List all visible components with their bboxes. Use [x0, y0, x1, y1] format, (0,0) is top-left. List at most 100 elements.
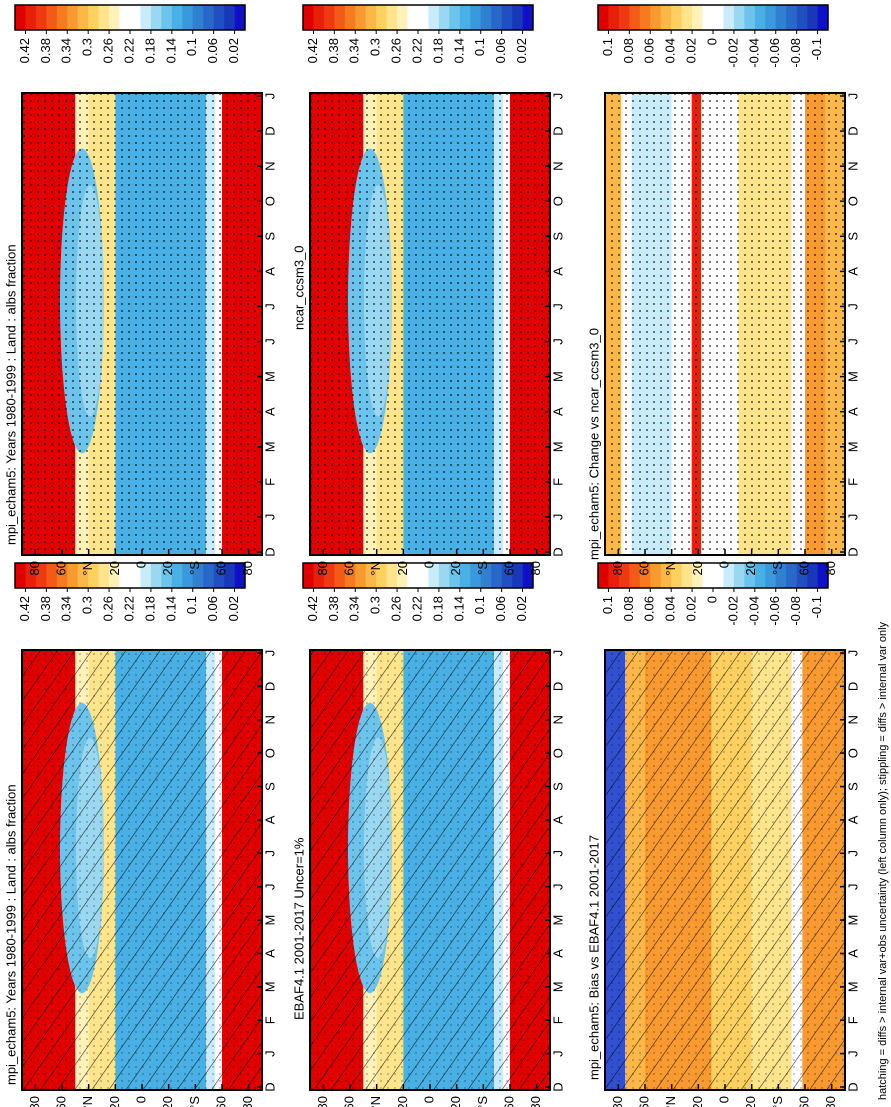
colorbar-swatch: [786, 563, 797, 588]
y-tick-label: 80: [823, 1096, 838, 1107]
colorbar-swatch: [459, 5, 471, 30]
x-tick-label: M: [262, 441, 277, 452]
x-tick-label: N: [550, 715, 565, 724]
y-tick-label: °S: [475, 1096, 490, 1107]
colorbar-swatch: [702, 563, 714, 588]
x-tick-label: D: [845, 1082, 860, 1091]
y-tick-label: 80: [240, 561, 255, 575]
colorbar-swatch: [365, 5, 377, 30]
x-tick-label: O: [262, 196, 277, 206]
x-tick-label: D: [262, 682, 277, 691]
y-tick-label: 60: [341, 1096, 356, 1107]
colorbar-swatch: [334, 563, 346, 588]
colorbar-swatch: [213, 5, 225, 30]
colorbar-swatch: [501, 563, 513, 588]
colorbar-swatch: [98, 5, 110, 30]
y-tick-label: 60: [213, 561, 228, 575]
colorbar-swatch: [376, 563, 387, 588]
stippling: [22, 93, 262, 555]
y-tick-label: 60: [341, 561, 356, 575]
colorbar-swatch: [598, 563, 609, 588]
colorbar-tick-label: 0.38: [326, 596, 341, 621]
colorbar-swatch: [522, 563, 534, 588]
x-tick-label: O: [550, 196, 565, 206]
x-tick-label: M: [262, 981, 277, 992]
colorbar-swatch: [629, 5, 641, 30]
colorbar-swatch: [650, 5, 662, 30]
colorbar-tick-label: 0.38: [38, 596, 53, 621]
colorbar-tick-label: 0.22: [409, 38, 424, 63]
colorbar-tick-label: 0.02: [226, 596, 241, 621]
colorbar-swatch: [150, 563, 162, 588]
y-tick-label: 0: [421, 1096, 436, 1103]
y-tick-label: 20: [690, 561, 705, 575]
colorbar-tick-label: -0.06: [767, 596, 782, 626]
colorbar-tick-label: 0.1: [472, 596, 487, 614]
colorbar-swatch: [470, 563, 482, 588]
colorbar-swatch: [109, 563, 120, 588]
colorbar-tick-label: 0.1: [600, 596, 615, 614]
x-tick-label: M: [550, 981, 565, 992]
colorbar-tick-label: 0.14: [163, 596, 178, 621]
colorbar-swatch: [130, 5, 141, 30]
colorbar-swatch: [733, 563, 745, 588]
x-tick-label: J: [845, 303, 860, 310]
y-tick-label: °S: [770, 561, 785, 575]
colorbar-tick-label: 0.02: [514, 38, 529, 63]
x-tick-label: A: [550, 949, 565, 958]
x-tick-label: N: [550, 161, 565, 170]
colorbar-swatch: [192, 563, 204, 588]
colorbar-tick-label: 0.22: [121, 596, 136, 621]
colorbar-swatch: [171, 563, 183, 588]
y-tick-label: 20: [107, 561, 122, 575]
colorbar-tick-label: 0.22: [409, 596, 424, 621]
colorbar-swatch: [161, 563, 173, 588]
colorbar-swatch: [418, 563, 429, 588]
x-tick-label: D: [550, 682, 565, 691]
x-tick-label: A: [845, 949, 860, 958]
colorbar-swatch: [671, 563, 682, 588]
x-tick-label: A: [550, 815, 565, 824]
x-tick-label: D: [262, 1082, 277, 1091]
x-tick-label: D: [550, 547, 565, 556]
colorbar-swatch: [130, 563, 141, 588]
x-tick-label: J: [845, 93, 860, 100]
y-tick-label: 0: [716, 561, 731, 568]
y-tick-label: 0: [133, 1096, 148, 1103]
colorbar-tick-label: 0.08: [621, 38, 636, 63]
colorbar-swatch: [77, 563, 89, 588]
panel-title: ncar_ccsm3_0: [291, 245, 306, 330]
colorbar-tick-label: 0.06: [493, 38, 508, 63]
colorbar-tick-label: -0.04: [746, 38, 761, 68]
x-tick-label: J: [262, 514, 277, 521]
y-tick-label: 20: [448, 561, 463, 575]
x-tick-label: J: [550, 650, 565, 657]
colorbar-tick-label: -0.1: [809, 596, 824, 618]
colorbar-swatch: [428, 5, 440, 30]
colorbar-swatch: [140, 563, 152, 588]
colorbar-swatch: [817, 5, 829, 30]
y-tick-label: °S: [187, 561, 202, 575]
x-tick-label: S: [550, 232, 565, 241]
x-tick-label: D: [845, 682, 860, 691]
colorbar-swatch: [376, 5, 387, 30]
colorbar-swatch: [796, 5, 808, 30]
y-tick-label: 20: [743, 1096, 758, 1107]
colorbar-swatch: [671, 5, 682, 30]
y-tick-label: °S: [770, 1096, 785, 1107]
colorbar-swatch: [397, 5, 408, 30]
colorbar-tick-label: 0.18: [430, 38, 445, 63]
panel-title: mpi_echam5: Change vs ncar_ccsm3_0: [586, 328, 601, 560]
y-tick-label: 80: [528, 561, 543, 575]
x-tick-label: M: [550, 441, 565, 452]
colorbar-swatch: [303, 563, 314, 588]
x-tick-label: F: [550, 1016, 565, 1024]
y-tick-label: 60: [213, 1096, 228, 1107]
colorbar-swatch: [449, 563, 461, 588]
colorbar-swatch: [598, 5, 609, 30]
colorbar-swatch: [35, 5, 47, 30]
colorbar-swatch: [459, 563, 471, 588]
colorbar-swatch: [88, 563, 99, 588]
x-tick-label: J: [262, 650, 277, 657]
colorbar-swatch: [150, 5, 162, 30]
